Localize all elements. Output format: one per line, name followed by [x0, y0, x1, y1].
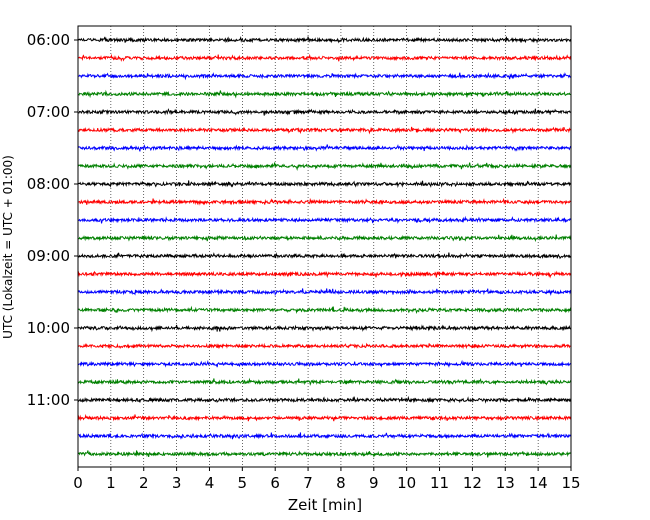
trace-lines [77, 35, 572, 458]
trace-line [77, 413, 572, 422]
x-axis-ticks: 0 1 2 3 4 5 6 7 8 9 10 11 12 13 14 15 [73, 467, 581, 492]
x-axis-label: Zeit [min] [288, 496, 362, 514]
x-tick-label: 12 [463, 474, 482, 492]
trace-line [77, 270, 572, 279]
trace-line [77, 108, 572, 116]
trace-line [77, 305, 572, 315]
trace-line [77, 288, 572, 297]
x-tick-label: 7 [303, 474, 313, 492]
trace-line [77, 324, 572, 333]
trace-line [77, 180, 572, 188]
y-tick-label: 06:00 [27, 31, 70, 49]
trace-line [77, 197, 572, 206]
x-tick-label: 3 [172, 474, 182, 492]
trace-line [77, 342, 572, 350]
trace-line [77, 377, 572, 386]
y-tick-label: 10:00 [27, 319, 70, 337]
y-tick-label: 11:00 [27, 391, 70, 409]
trace-line [77, 432, 572, 440]
x-tick-label: 8 [336, 474, 346, 492]
trace-line [77, 395, 572, 404]
x-tick-label: 2 [139, 474, 149, 492]
x-tick-label: 9 [369, 474, 379, 492]
y-tick-label: 07:00 [27, 103, 70, 121]
trace-line [77, 71, 572, 81]
trace-line [77, 162, 572, 171]
x-tick-label: 14 [529, 474, 548, 492]
trace-line [77, 35, 572, 44]
trace-line [77, 234, 572, 243]
y-axis-ticks: 06:00 07:00 08:00 09:00 10:00 11:00 [27, 31, 78, 409]
plot-frame [77, 25, 572, 468]
x-tick-label: 1 [106, 474, 116, 492]
trace-line [77, 89, 572, 99]
y-tick-label: 09:00 [27, 247, 70, 265]
x-tick-label: 4 [205, 474, 215, 492]
trace-line [77, 144, 572, 152]
x-tick-label: 10 [397, 474, 416, 492]
trace-line [77, 450, 572, 458]
y-tick-label: 08:00 [27, 175, 70, 193]
trace-line [77, 53, 572, 62]
x-tick-label: 15 [561, 474, 580, 492]
x-tick-label: 5 [238, 474, 248, 492]
x-tick-label: 6 [270, 474, 280, 492]
trace-line [77, 215, 572, 225]
trace-line [77, 252, 572, 260]
x-tick-label: 13 [496, 474, 515, 492]
x-tick-label: 11 [430, 474, 449, 492]
y-axis-label: UTC (Lokalzeit = UTC + 01:00) [1, 155, 15, 339]
trace-line [77, 359, 572, 368]
x-tick-label: 0 [73, 474, 83, 492]
trace-line [77, 126, 572, 135]
